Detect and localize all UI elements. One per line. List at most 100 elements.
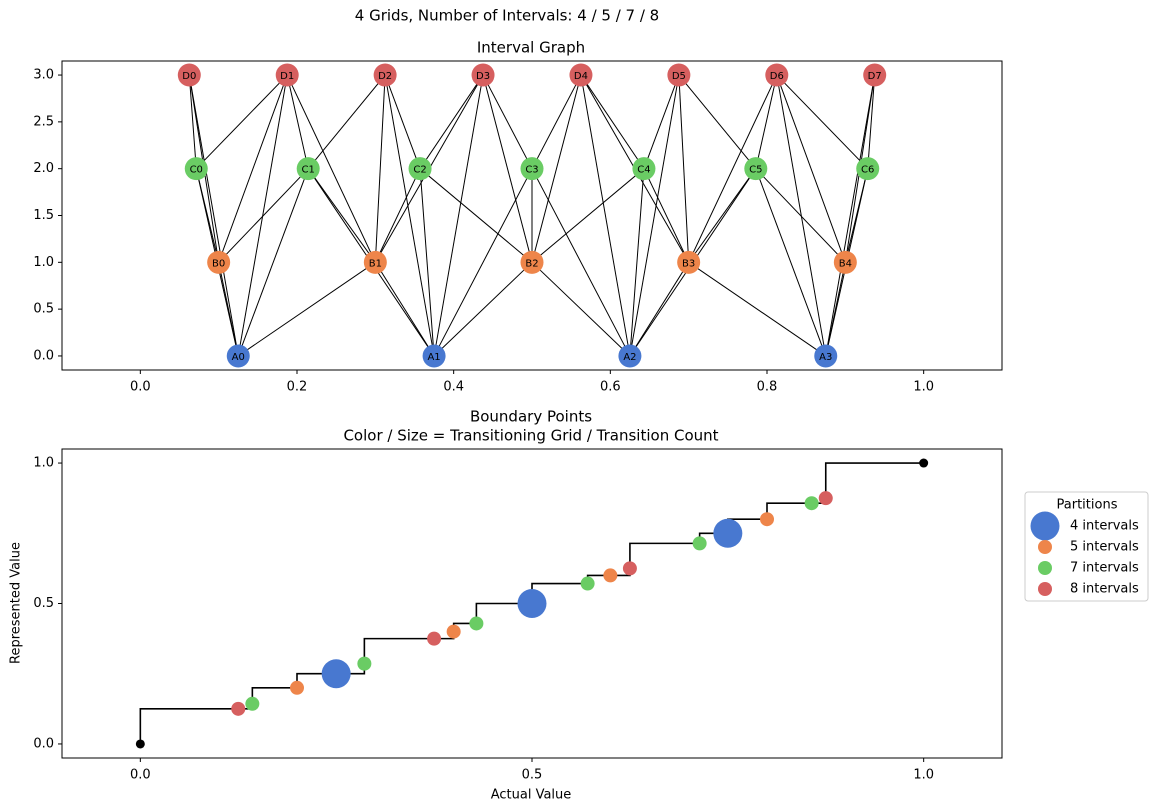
edge [643, 168, 690, 263]
boundary-point [245, 696, 260, 711]
edge [218, 168, 309, 263]
edge [531, 261, 631, 357]
x-tick-label: 0.2 [287, 380, 308, 395]
node [744, 157, 768, 181]
legend-label: 4 intervals [1070, 519, 1139, 534]
boundary-point [603, 568, 618, 583]
node-label: D1 [280, 71, 294, 82]
edge [188, 74, 239, 357]
edge [755, 168, 827, 357]
x-tick-label: 0.0 [130, 768, 151, 783]
node-label: C1 [302, 165, 315, 176]
node [765, 63, 789, 87]
node-label: B2 [525, 258, 538, 269]
edge [307, 168, 376, 263]
edge [374, 262, 435, 357]
edge [531, 74, 582, 263]
y-tick-label: 0.0 [33, 736, 54, 751]
node-label: A1 [427, 352, 440, 363]
legend-label: 5 intervals [1070, 540, 1139, 555]
node [833, 250, 857, 274]
boundary-point [692, 536, 707, 551]
node [373, 63, 397, 87]
boundary-point [357, 656, 372, 671]
boundary-point [804, 496, 819, 511]
y-axis-label: Represented Value [9, 542, 24, 664]
legend-label: 8 intervals [1070, 582, 1139, 597]
edge [237, 261, 376, 357]
edge [195, 168, 220, 263]
legend: Partitions 4 intervals 5 intervals 7 interv… [1024, 491, 1149, 602]
edge [825, 74, 876, 357]
node [408, 157, 432, 181]
node [863, 63, 887, 87]
node [520, 250, 544, 274]
node [422, 344, 446, 368]
endpoint [135, 739, 145, 749]
node [856, 157, 880, 181]
x-tick-label: 1.0 [913, 380, 934, 395]
legend-marker [1038, 561, 1052, 575]
node [520, 157, 544, 181]
node [569, 63, 593, 87]
chart-title: Boundary Points [470, 408, 592, 426]
boundary-point [231, 701, 246, 716]
edge [384, 74, 421, 169]
node-label: C4 [637, 165, 650, 176]
node-label: C2 [413, 165, 426, 176]
node-label: C6 [861, 165, 874, 176]
node-label: A3 [819, 352, 832, 363]
edge [678, 75, 690, 263]
node-label: A0 [232, 352, 245, 363]
y-tick-label: 2.0 [33, 161, 54, 176]
legend-marker [1030, 511, 1060, 541]
legend-label: 7 intervals [1070, 561, 1139, 576]
boundary-point [321, 659, 351, 689]
edge [867, 75, 876, 169]
boundary-point [446, 624, 461, 639]
node [667, 63, 691, 87]
y-tick-label: 1.0 [33, 255, 54, 270]
edge [776, 74, 869, 170]
boundary-point [427, 631, 442, 646]
node [207, 250, 231, 274]
node-label: A2 [623, 352, 636, 363]
edge [188, 75, 197, 169]
edge [678, 74, 757, 169]
node [814, 344, 838, 368]
y-tick-label: 0.5 [33, 302, 54, 317]
edge [531, 74, 582, 169]
edge [419, 168, 435, 356]
edge [237, 74, 288, 357]
edge [688, 74, 778, 263]
node [275, 63, 299, 87]
plot-frame [61, 60, 1003, 371]
edge [688, 168, 757, 263]
edge [433, 261, 533, 357]
node-label: D0 [182, 71, 196, 82]
node [296, 157, 320, 181]
node-label: D4 [574, 71, 588, 82]
edge [307, 74, 386, 169]
legend-marker [1038, 540, 1052, 554]
edge [237, 168, 309, 357]
x-tick-label: 0.8 [757, 380, 778, 395]
node [177, 63, 201, 87]
edge [374, 168, 421, 263]
legend-marker [1038, 582, 1052, 596]
y-tick-label: 0.0 [33, 348, 54, 363]
edge [286, 74, 309, 169]
x-tick-label: 0.4 [443, 380, 464, 395]
x-tick-label: 0.5 [522, 768, 543, 783]
edge [531, 168, 631, 357]
chart-subtitle: Color / Size = Transitioning Grid / Tran… [343, 427, 718, 445]
edge [580, 74, 631, 357]
edge [433, 168, 533, 357]
x-axis-label: Actual Value [491, 788, 572, 803]
node-label: B3 [682, 258, 695, 269]
node-label: B4 [839, 258, 852, 269]
boundary-point [818, 491, 833, 506]
node [471, 63, 495, 87]
legend-title: Partitions [1057, 498, 1118, 513]
